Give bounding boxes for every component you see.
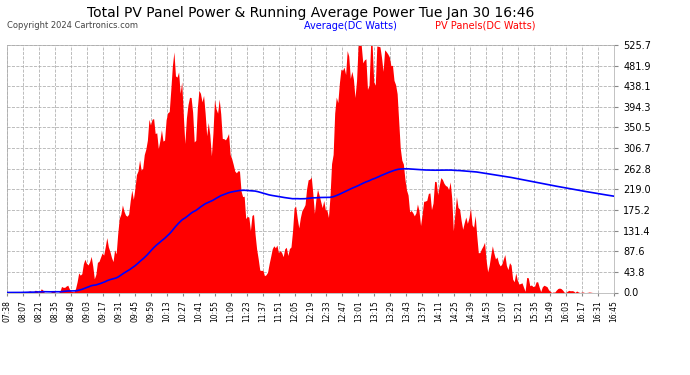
Text: Total PV Panel Power & Running Average Power Tue Jan 30 16:46: Total PV Panel Power & Running Average P…: [87, 6, 534, 20]
Text: Average(DC Watts): Average(DC Watts): [304, 21, 397, 31]
Text: PV Panels(DC Watts): PV Panels(DC Watts): [435, 21, 535, 31]
Text: Copyright 2024 Cartronics.com: Copyright 2024 Cartronics.com: [7, 21, 138, 30]
